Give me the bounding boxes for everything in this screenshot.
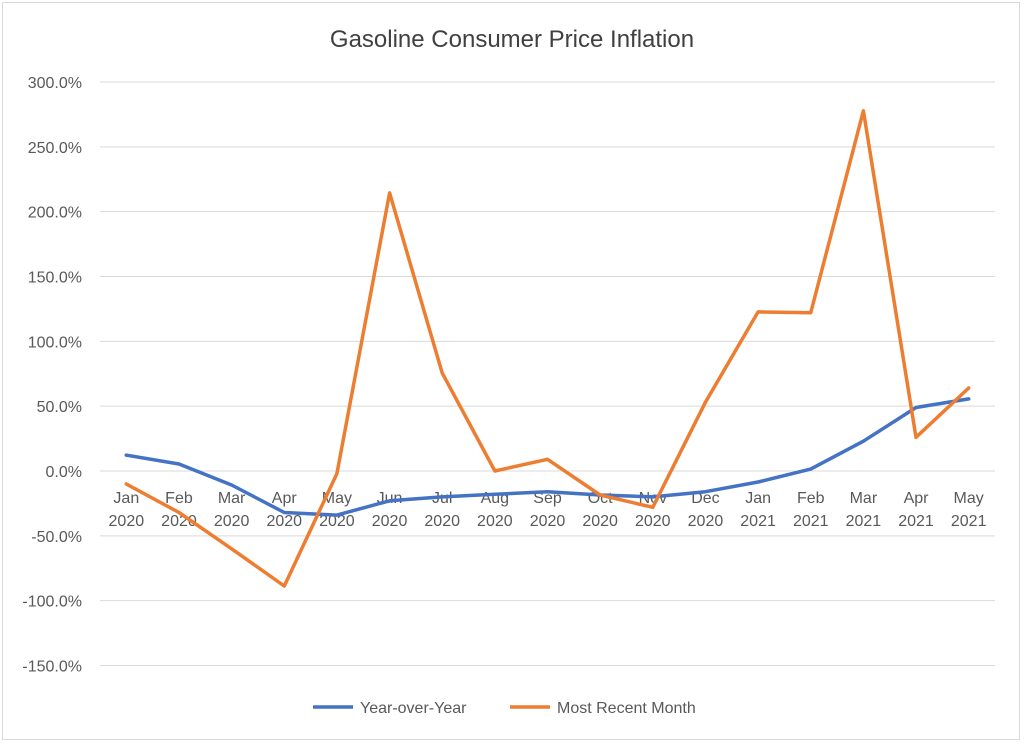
x-tick-label: Apr 2020	[266, 490, 302, 530]
y-tick-label: 0.0%	[46, 464, 82, 481]
x-tick-label: Jan 2020	[109, 490, 145, 530]
y-tick-label: -50.0%	[31, 529, 82, 546]
x-tick-label: Jun 2020	[372, 490, 408, 530]
x-tick-label: May 2021	[951, 490, 987, 530]
y-tick-label: 250.0%	[28, 140, 82, 157]
y-tick-label: 100.0%	[28, 334, 82, 351]
legend-label: Year-over-Year	[360, 700, 467, 717]
x-tick-label: Mar 2020	[214, 490, 250, 530]
x-tick-label: Jan 2021	[740, 490, 776, 530]
y-tick-label: 150.0%	[28, 270, 82, 287]
chart-title: Gasoline Consumer Price Inflation	[330, 26, 694, 53]
y-tick-label: 200.0%	[28, 205, 82, 222]
y-tick-label: -150.0%	[22, 659, 82, 676]
y-tick-label: 300.0%	[28, 75, 82, 92]
x-tick-label: Apr 2021	[898, 490, 934, 530]
x-tick-label: Sep 2020	[530, 490, 566, 530]
legend-label: Most Recent Month	[557, 700, 696, 717]
x-tick-label: May 2020	[319, 490, 355, 530]
x-tick-label: Feb 2020	[161, 490, 197, 530]
x-tick-label: Mar 2021	[846, 490, 882, 530]
x-tick-label: Dec 2020	[688, 490, 724, 530]
y-tick-label: -100.0%	[22, 594, 82, 611]
x-tick-label: Feb 2021	[793, 490, 829, 530]
y-tick-label: 50.0%	[37, 399, 82, 416]
